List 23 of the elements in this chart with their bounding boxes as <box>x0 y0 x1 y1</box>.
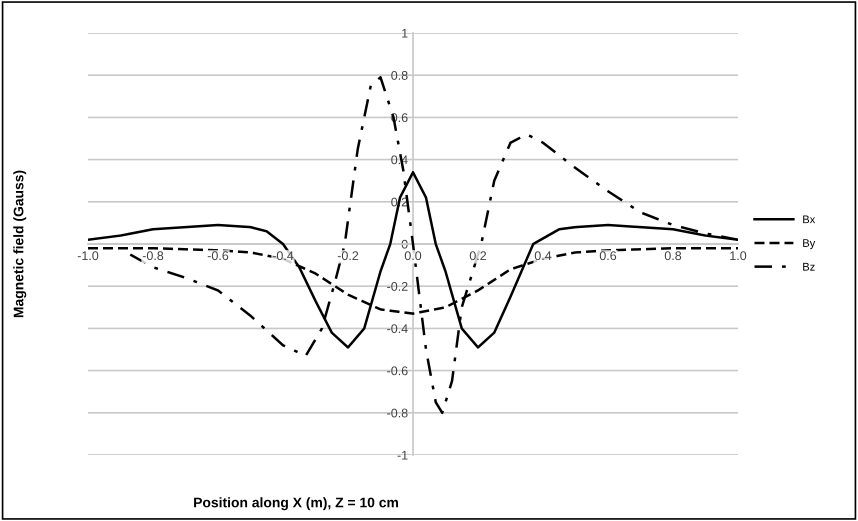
legend-label: By <box>803 239 816 250</box>
x-tick-label: 0.0 <box>404 251 422 260</box>
y-tick-label: 0.8 <box>391 71 408 80</box>
x-tick-label: -1.0 <box>78 251 98 260</box>
x-tick-label: -0.6 <box>208 251 228 260</box>
y-tick-label: -0.8 <box>387 408 408 418</box>
x-tick-label: 0.4 <box>534 251 552 260</box>
x-tick-label: -0.8 <box>142 251 164 260</box>
y-tick-label: -0.6 <box>387 366 408 376</box>
y-axis-title: Magnetic field (Gauss) <box>13 170 26 318</box>
legend-label: Bz <box>803 262 815 271</box>
x-tick-label: 0.2 <box>470 251 486 260</box>
y-tick-label: -1 <box>398 450 408 460</box>
x-axis-title: Position along X (m), Z = 10 cm <box>194 497 398 510</box>
x-tick-label: 1.0 <box>730 251 746 260</box>
y-tick-label: -0.4 <box>387 324 408 334</box>
x-tick-label: 0.6 <box>600 251 616 260</box>
y-tick-label: 1 <box>402 28 408 38</box>
x-tick-label: -0.2 <box>338 251 358 260</box>
x-tick-label: -0.4 <box>272 251 294 260</box>
x-tick-label: 0.8 <box>664 251 682 260</box>
legend-label: Bx <box>803 216 816 224</box>
y-tick-label: -0.2 <box>387 282 408 291</box>
